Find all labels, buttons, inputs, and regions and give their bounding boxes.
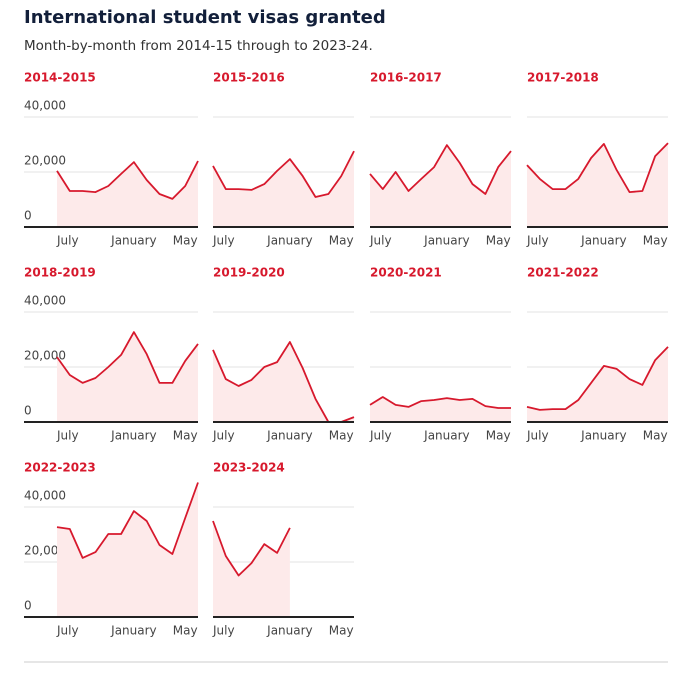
x-tick-label: July (369, 234, 392, 248)
x-tick-label: May (643, 429, 668, 443)
panel-title: 2016-2017 (370, 71, 442, 85)
x-tick-label: January (266, 234, 313, 248)
x-tick-label: July (212, 429, 235, 443)
line (526, 346, 669, 411)
y-tick-label: 0 (24, 404, 32, 418)
line (212, 150, 355, 198)
y-tick-label: 40,000 (24, 294, 66, 308)
area (57, 332, 198, 422)
x-tick-label: July (212, 624, 235, 638)
x-tick-label: May (173, 624, 198, 638)
area (370, 145, 511, 227)
panel-title: 2014-2015 (24, 71, 96, 85)
x-tick-label: January (266, 624, 313, 638)
x-tick-label: July (526, 234, 549, 248)
panel-title: 2017-2018 (527, 71, 599, 85)
x-tick-label: January (110, 429, 157, 443)
area (370, 397, 511, 422)
area (527, 143, 668, 227)
y-tick-label: 20,000 (24, 349, 66, 363)
x-tick-label: January (110, 234, 157, 248)
x-tick-label: July (212, 234, 235, 248)
x-tick-label: January (266, 429, 313, 443)
x-tick-label: July (56, 429, 79, 443)
y-tick-label: 0 (24, 599, 32, 613)
x-tick-label: May (486, 429, 511, 443)
x-tick-label: January (423, 429, 470, 443)
x-tick-label: January (110, 624, 157, 638)
x-tick-label: May (329, 429, 354, 443)
x-tick-label: May (173, 429, 198, 443)
area (213, 342, 354, 422)
x-tick-label: May (643, 234, 668, 248)
panel-title: 2021-2022 (527, 266, 599, 280)
panel-title: 2020-2021 (370, 266, 442, 280)
area (213, 521, 290, 617)
line (212, 520, 291, 577)
chart-title: International student visas granted (24, 7, 386, 28)
y-tick-label: 0 (24, 209, 32, 223)
area (57, 482, 198, 617)
area (213, 151, 354, 227)
y-tick-label: 40,000 (24, 99, 66, 113)
panel-title: 2019-2020 (213, 266, 285, 280)
x-tick-label: January (423, 234, 470, 248)
y-tick-label: 20,000 (24, 154, 66, 168)
line (369, 144, 512, 195)
area (527, 346, 668, 422)
chart-subtitle: Month-by-month from 2014-15 through to 2… (24, 38, 373, 54)
x-tick-label: July (56, 624, 79, 638)
x-tick-label: May (329, 234, 354, 248)
x-tick-label: July (369, 429, 392, 443)
panel-title: 2018-2019 (24, 266, 96, 280)
x-tick-label: July (526, 429, 549, 443)
x-tick-label: January (580, 429, 627, 443)
line (56, 482, 199, 559)
y-tick-label: 20,000 (24, 544, 66, 558)
x-tick-label: July (56, 234, 79, 248)
line (56, 331, 199, 384)
line (369, 396, 511, 409)
x-tick-label: January (580, 234, 627, 248)
area (57, 161, 198, 227)
x-tick-label: May (173, 234, 198, 248)
panel-title: 2023-2024 (213, 461, 285, 475)
line (56, 160, 199, 200)
x-tick-label: May (486, 234, 511, 248)
panel-title: 2022-2023 (24, 461, 96, 475)
y-tick-label: 40,000 (24, 489, 66, 503)
line (526, 142, 669, 193)
x-tick-label: May (329, 624, 354, 638)
panel-title: 2015-2016 (213, 71, 285, 85)
